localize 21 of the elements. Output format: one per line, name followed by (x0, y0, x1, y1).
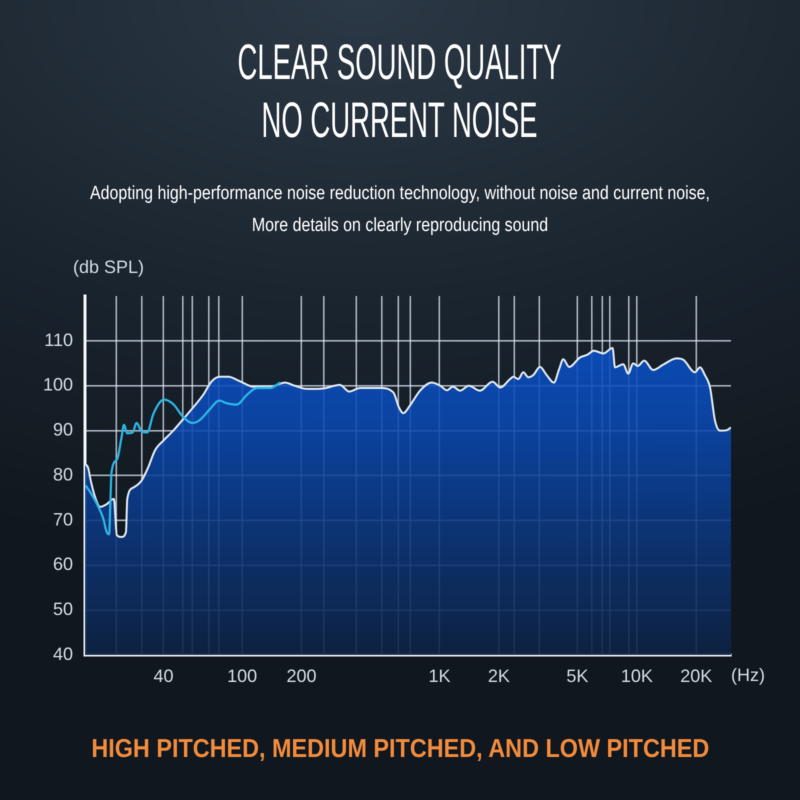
x-tick-label: 5K (566, 666, 588, 686)
y-tick-label: 40 (52, 644, 73, 664)
x-tick-label: 2K (488, 666, 510, 686)
x-tick-label: 10K (620, 666, 653, 686)
x-axis-title: (Hz) (731, 664, 765, 685)
y-tick-label: 100 (42, 374, 73, 395)
y-axis-title: (db SPL) (73, 256, 144, 277)
chart-subtitle: Adopting high-performance noise reduction technology, without noise and current noise, More details on clearly reproducing sound (90, 182, 710, 238)
y-tick-label: 50 (52, 599, 73, 620)
y-tick-label: 70 (52, 509, 73, 530)
x-tick-label: 20K (680, 666, 712, 686)
y-tick-label: 90 (52, 420, 73, 440)
y-tick-label: 80 (52, 464, 73, 484)
text: HIGH PITCHED, MEDIUM PITCHED, AND LOW PITCHED (91, 733, 709, 763)
x-tick-label: 100 (227, 666, 258, 686)
y-tick-label: 60 (52, 554, 73, 574)
x-tick-label: 1K (428, 666, 450, 686)
x-tick-label: 40 (154, 666, 174, 686)
chart-title: CLEAR SOUND QUALITY NO CURRENT NOISE (238, 33, 562, 149)
x-tick-label: 200 (286, 666, 317, 686)
y-tick-label: 110 (44, 330, 73, 350)
